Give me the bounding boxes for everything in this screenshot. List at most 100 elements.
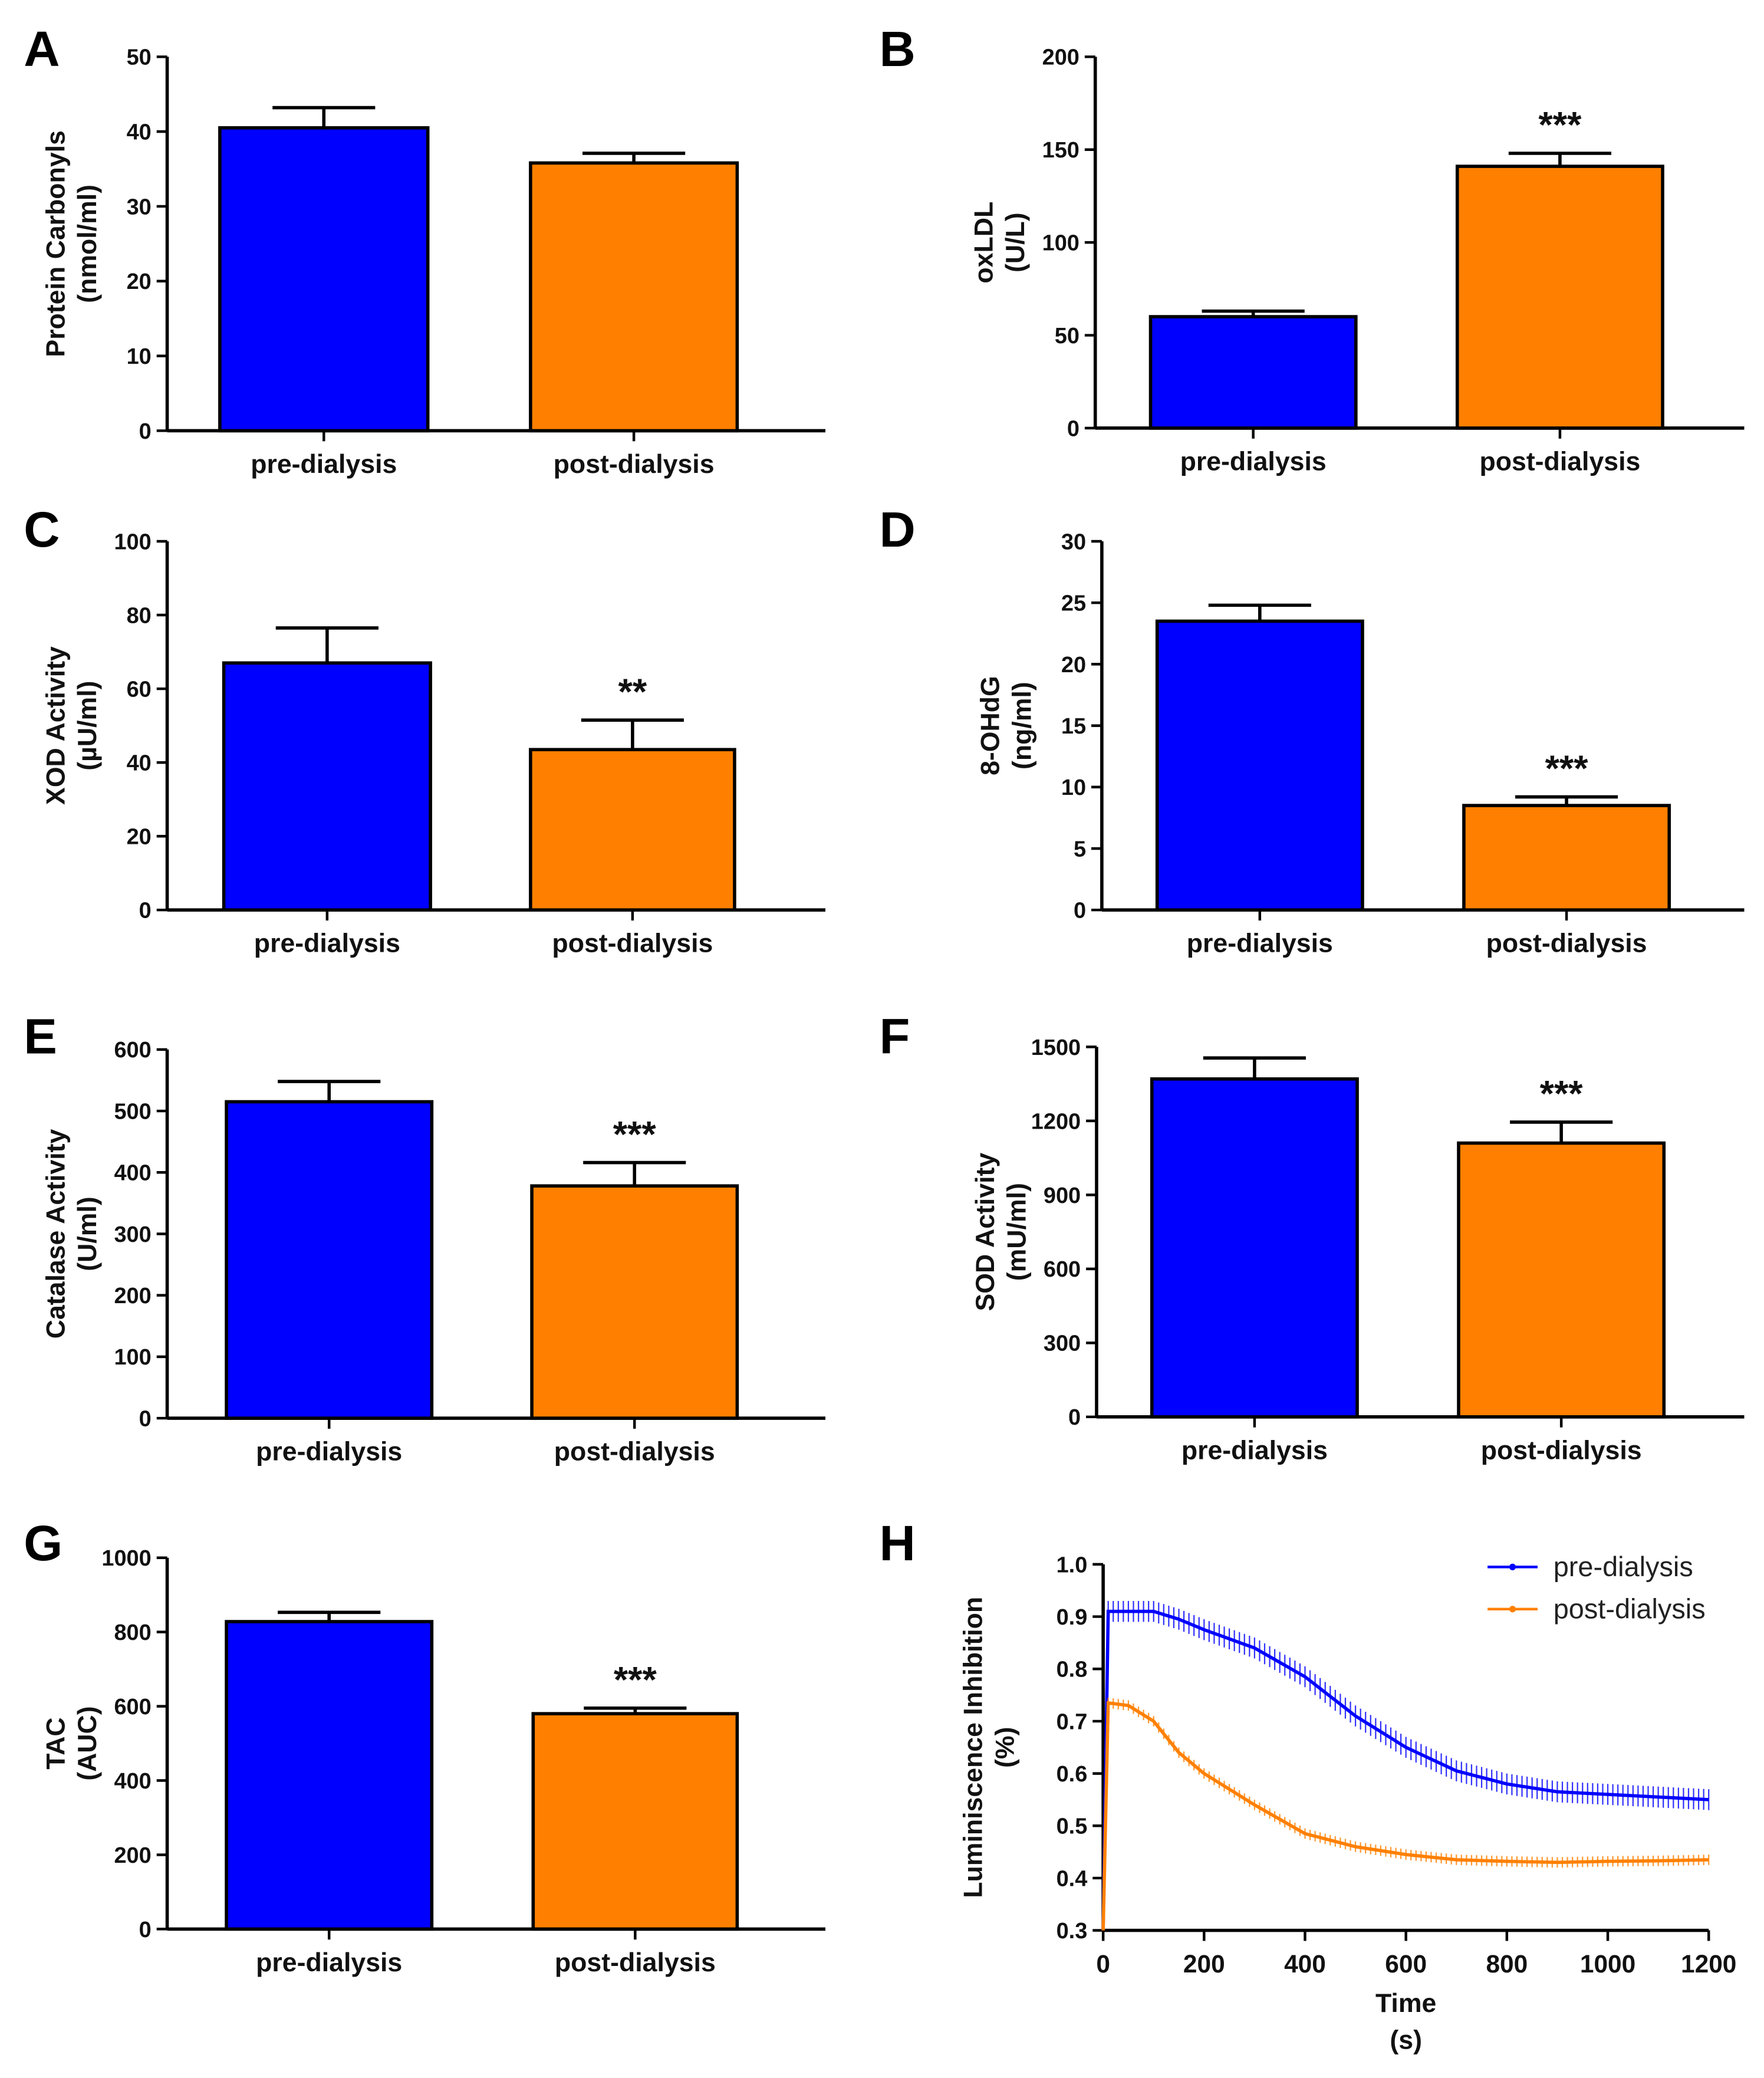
y-tick-label: 0.7 xyxy=(1057,1709,1088,1734)
y-axis-label: Catalase Activity xyxy=(41,1129,70,1339)
x-tick-label: 200 xyxy=(1183,1950,1225,1978)
y-tick-label: 0 xyxy=(1067,416,1080,441)
x-category-label: post-dialysis xyxy=(1486,929,1647,958)
y-tick-label: 100 xyxy=(114,1345,151,1370)
y-tick-label: 0.5 xyxy=(1057,1814,1088,1839)
y-tick-label: 0.8 xyxy=(1057,1658,1088,1682)
y-axis-label: (%) xyxy=(990,1727,1019,1768)
y-tick-label: 0.6 xyxy=(1057,1762,1088,1787)
y-tick-label: 0 xyxy=(1074,899,1086,923)
bar-pre-dialysis xyxy=(218,126,430,433)
panel-letter: A xyxy=(24,21,60,77)
bar-post-dialysis xyxy=(531,1712,739,1931)
y-axis-label: oxLDL xyxy=(970,202,999,284)
y-axis-label: XOD Activity xyxy=(41,646,70,805)
x-axis-label: (s) xyxy=(1390,2026,1422,2055)
y-tick-label: 20 xyxy=(1061,653,1086,678)
panel-letter: C xyxy=(24,501,60,557)
bar-post-dialysis xyxy=(529,161,739,433)
x-category-label: pre-dialysis xyxy=(1180,447,1327,476)
y-tick-label: 0.9 xyxy=(1057,1605,1088,1630)
x-tick-label: 1200 xyxy=(1681,1950,1736,1978)
y-tick-label: 0 xyxy=(139,1406,152,1431)
x-category-label: post-dialysis xyxy=(1481,1436,1642,1465)
y-tick-label: 0 xyxy=(1068,1405,1081,1430)
x-category-label: post-dialysis xyxy=(1479,447,1640,476)
panel-f: F 0 300 600 900 1200 1500 SOD Activity (mU/ml) pr… xyxy=(880,1008,1745,1465)
y-tick-label: 500 xyxy=(114,1099,151,1124)
panel-letter: F xyxy=(880,1008,910,1064)
x-category-label: pre-dialysis xyxy=(1182,1436,1328,1465)
y-axis-label: (nmol/ml) xyxy=(73,185,102,303)
y-tick-label: 200 xyxy=(114,1843,151,1868)
x-category-label: pre-dialysis xyxy=(251,450,397,479)
bar-post-dialysis xyxy=(1457,1141,1666,1419)
panel-e: E 0 100 200 300 400 500 600 Catalase Activity (U/… xyxy=(24,1008,825,1467)
y-tick-label: 15 xyxy=(1061,714,1086,739)
x-tick-label: 400 xyxy=(1284,1950,1326,1978)
significance-marker: *** xyxy=(614,1659,657,1701)
significance-marker: *** xyxy=(1545,748,1589,790)
bar-pre-dialysis xyxy=(1155,619,1364,912)
series-line-post-dialysis xyxy=(1101,1701,1709,1931)
y-axis-label: (mU/ml) xyxy=(1002,1183,1031,1281)
y-tick-label: 30 xyxy=(127,195,152,219)
legend-marker-post-dialysis xyxy=(1509,1606,1516,1613)
y-axis-label: Protein Carbonyls xyxy=(41,130,70,357)
y-tick-label: 1200 xyxy=(1031,1109,1081,1134)
y-axis-label: (AUC) xyxy=(73,1706,102,1780)
x-category-label: post-dialysis xyxy=(555,1948,716,1977)
y-axis-label: Luminiscence Inhibition xyxy=(959,1597,988,1898)
y-tick-label: 100 xyxy=(1042,231,1080,256)
y-tick-label: 50 xyxy=(1055,324,1080,348)
y-tick-label: 80 xyxy=(127,603,152,628)
x-category-label: post-dialysis xyxy=(554,450,715,479)
x-tick-label: 1000 xyxy=(1580,1950,1635,1978)
bar-pre-dialysis xyxy=(225,1100,434,1420)
y-tick-label: 30 xyxy=(1061,530,1086,554)
y-tick-label: 0 xyxy=(139,899,152,923)
y-tick-label: 300 xyxy=(1044,1331,1081,1356)
panel-letter: G xyxy=(24,1515,62,1571)
x-category-label: pre-dialysis xyxy=(256,1948,402,1977)
y-tick-label: 10 xyxy=(1061,775,1086,800)
panel-d: D 0 5 10 15 20 25 30 8-OHdG (ng/ml) pre-dialysis po… xyxy=(880,501,1745,958)
y-tick-label: 50 xyxy=(127,45,152,70)
x-category-label: pre-dialysis xyxy=(254,929,400,958)
y-axis-label: (U/L) xyxy=(1001,212,1030,272)
series-line-pre-dialysis xyxy=(1101,1609,1709,1931)
x-category-label: post-dialysis xyxy=(554,1438,715,1467)
y-axis-label: TAC xyxy=(41,1717,70,1769)
x-tick-label: 600 xyxy=(1385,1950,1427,1978)
y-tick-label: 900 xyxy=(1044,1183,1081,1208)
x-tick-label: 0 xyxy=(1096,1950,1110,1978)
y-axis-label: (µU/ml) xyxy=(73,680,102,770)
panel-letter: H xyxy=(880,1515,916,1571)
y-tick-label: 60 xyxy=(127,677,152,702)
y-tick-label: 1500 xyxy=(1031,1035,1081,1060)
legend-label: post-dialysis xyxy=(1554,1593,1706,1624)
bar-pre-dialysis xyxy=(222,661,432,912)
panel-letter: B xyxy=(880,21,916,77)
y-tick-label: 600 xyxy=(114,1038,151,1063)
y-axis-label: (U/ml) xyxy=(73,1196,102,1271)
y-axis-label: SOD Activity xyxy=(971,1153,1000,1311)
y-tick-label: 20 xyxy=(127,269,152,294)
y-tick-label: 40 xyxy=(127,120,152,145)
y-axis-label: 8-OHdG xyxy=(976,676,1005,775)
bar-post-dialysis xyxy=(529,748,736,912)
bar-post-dialysis xyxy=(1462,804,1671,912)
bar-post-dialysis xyxy=(530,1184,739,1420)
significance-marker: *** xyxy=(613,1114,657,1155)
y-tick-label: 400 xyxy=(114,1161,151,1186)
x-axis-label: Time xyxy=(1375,1989,1436,2018)
y-tick-label: 10 xyxy=(127,344,152,369)
x-category-label: pre-dialysis xyxy=(1187,929,1333,958)
x-category-label: pre-dialysis xyxy=(256,1438,402,1467)
y-tick-label: 0 xyxy=(139,1918,152,1942)
legend-marker-pre-dialysis xyxy=(1509,1563,1516,1570)
panel-letter: E xyxy=(24,1008,57,1064)
y-tick-label: 400 xyxy=(114,1769,151,1794)
bar-post-dialysis xyxy=(1455,165,1664,430)
